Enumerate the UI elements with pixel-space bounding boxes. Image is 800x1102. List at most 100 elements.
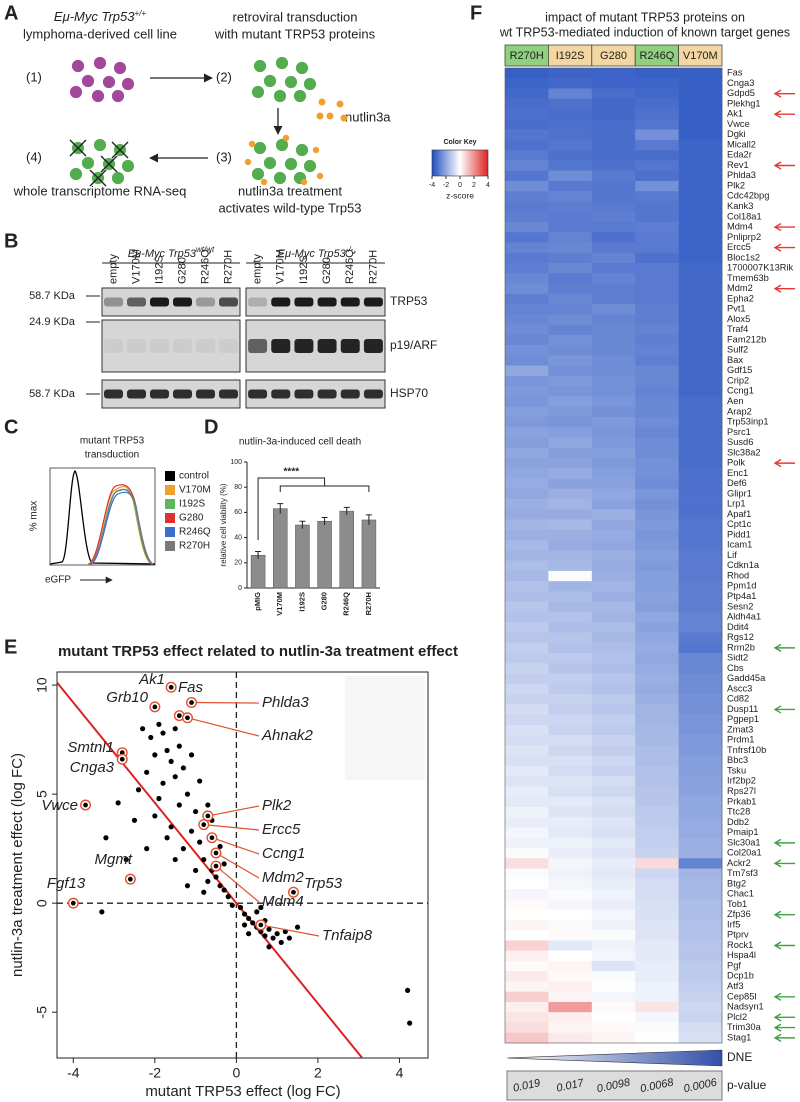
- heatmap-cell: [635, 499, 679, 510]
- point: [237, 904, 244, 911]
- heatmap-cell: [505, 601, 549, 613]
- nutlin-dot: [300, 178, 308, 186]
- blot-band: [317, 339, 337, 353]
- heatmap-cell: [548, 509, 593, 520]
- row-arrow: [773, 459, 795, 468]
- leader-line: [215, 865, 260, 903]
- heatmap-cell: [505, 817, 549, 828]
- row-label: Pgpep1: [727, 714, 759, 724]
- heatmap-cell: [678, 519, 723, 531]
- heatmap-cell: [591, 129, 636, 141]
- heatmap-cell: [678, 180, 723, 192]
- highlight-point: [213, 850, 219, 856]
- row-label: Mdm4: [727, 222, 753, 232]
- heatmap-cell: [505, 714, 549, 726]
- heatmap-cell: [678, 119, 723, 130]
- heatmap-cell: [678, 632, 723, 644]
- heatmap-cell: [548, 611, 593, 623]
- highlight-point: [176, 713, 182, 719]
- heatmap-cell: [591, 683, 636, 695]
- heatmap-cell: [548, 868, 593, 880]
- point: [201, 856, 207, 863]
- y-tick-label: 20: [234, 560, 242, 567]
- heatmap-cell: [548, 263, 593, 274]
- heatmap-cell: [505, 447, 549, 459]
- p-value: 0.017: [555, 1077, 585, 1095]
- heatmap-cell: [678, 324, 723, 336]
- heatmap-cell: [505, 427, 549, 438]
- blot: [245, 287, 386, 317]
- cell: [71, 59, 85, 73]
- heatmap-cell: [635, 663, 679, 674]
- point: [205, 802, 211, 808]
- heatmap-cell: [505, 848, 549, 859]
- heatmap-cell: [505, 468, 549, 479]
- point: [176, 802, 182, 808]
- row-label: Chac1: [727, 889, 754, 899]
- heatmap-cell: [548, 345, 593, 356]
- point: [221, 861, 227, 867]
- heatmap-cell: [635, 427, 679, 438]
- heatmap-cell: [548, 817, 593, 828]
- heatmap-cell: [678, 221, 723, 233]
- heatmap-cell: [505, 1001, 549, 1013]
- heatmap-cell: [591, 981, 636, 992]
- bar: [361, 519, 377, 589]
- heatmap-cell: [635, 550, 679, 561]
- heatmap-cell: [548, 940, 593, 951]
- heatmap-cell: [591, 1001, 636, 1013]
- heatmap-cell: [678, 735, 723, 746]
- heatmap-cell: [591, 201, 636, 212]
- heatmap-cell: [591, 848, 636, 859]
- plot-frame: [56, 671, 429, 1059]
- point: [152, 752, 158, 758]
- cell: [111, 89, 125, 103]
- heatmap-cell: [678, 1022, 723, 1034]
- nutlin-dot: [340, 114, 348, 122]
- point: [205, 878, 211, 884]
- blot-band: [150, 297, 169, 307]
- heatmap-cell: [505, 273, 549, 284]
- cell: [275, 138, 289, 152]
- blot-band: [340, 389, 360, 399]
- heatmap-cell: [635, 683, 679, 695]
- blot-band: [127, 339, 146, 353]
- heatmap-cell: [591, 540, 636, 551]
- heatmap-cell: [591, 437, 636, 449]
- cell: [102, 75, 116, 89]
- heatmap-cell: [548, 642, 593, 654]
- heatmap-cell: [678, 796, 723, 808]
- heatmap-cell: [591, 663, 636, 674]
- heatmap-cell: [591, 786, 636, 797]
- blot-band: [248, 297, 268, 307]
- point: [99, 909, 105, 915]
- heatmap-cell: [505, 68, 549, 79]
- point: [270, 935, 276, 941]
- heatmap-cell: [548, 458, 593, 469]
- gene-annotation: Cnga3: [70, 759, 115, 776]
- row-label: Zfp36: [727, 909, 751, 919]
- heatmap-cell: [635, 365, 679, 377]
- heatmap-cell: [505, 735, 549, 746]
- heatmap-cell: [591, 868, 636, 880]
- heatmap-cell: [548, 519, 593, 531]
- point: [164, 835, 170, 841]
- heatmap-cell: [548, 355, 593, 366]
- heatmap-cell: [548, 488, 593, 500]
- dne-label: DNE: [727, 1050, 752, 1064]
- highlight-point: [119, 756, 125, 762]
- row-label: Arap2: [727, 406, 752, 416]
- cell: [303, 77, 317, 91]
- row-label: Micall2: [727, 139, 756, 149]
- heatmap-cell: [678, 150, 723, 161]
- blot-band: [363, 389, 383, 399]
- group-label: Eμ-Myc Trp53wt/wt: [128, 245, 215, 260]
- heatmap-cell: [548, 899, 593, 910]
- row-label: Sesn2: [727, 601, 753, 611]
- column-header: [678, 44, 723, 67]
- row-label: Ccng1: [727, 386, 754, 396]
- heatmap-cell: [635, 806, 679, 818]
- heatmap-cell: [548, 375, 593, 387]
- row-label: Pgf: [727, 960, 741, 970]
- row-label: Slc30a1: [727, 837, 761, 847]
